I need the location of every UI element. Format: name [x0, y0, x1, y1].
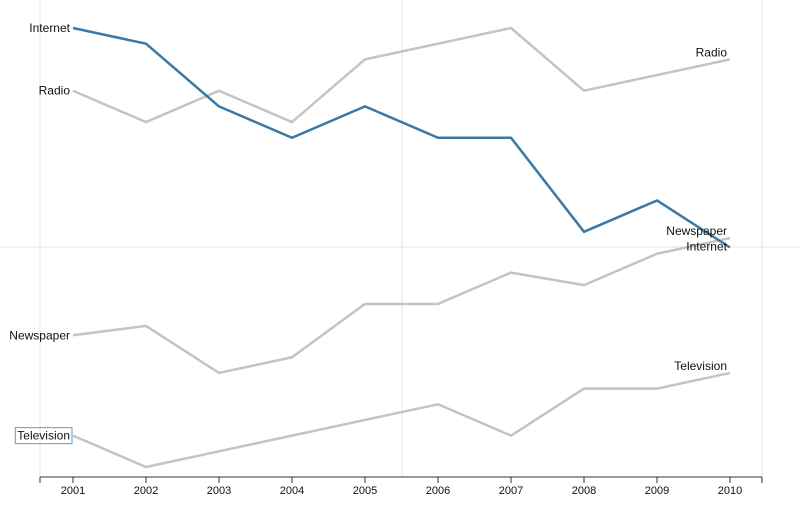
x-tick-label: 2003: [207, 485, 231, 497]
series-line-radio: [72, 26, 731, 124]
series-line-internet: [72, 26, 731, 249]
series-label-radio-start: Radio: [39, 84, 71, 98]
series-label-internet-end: Internet: [686, 240, 727, 254]
series-label-internet-start: Internet: [29, 21, 70, 35]
series-line-newspaper: [72, 236, 731, 375]
x-tick-label: 2006: [426, 485, 450, 497]
series-label-television-end: Television: [674, 359, 727, 373]
x-tick-label: 2005: [353, 485, 377, 497]
x-tick-label: 2009: [645, 485, 669, 497]
series-label-radio-end: Radio: [696, 45, 728, 59]
x-tick-label: 2002: [134, 485, 158, 497]
x-tick-label: 2001: [61, 485, 85, 497]
x-tick-label: 2004: [280, 485, 304, 497]
series-label-newspaper-end: Newspaper: [666, 224, 727, 238]
series-label-television-start: Television: [17, 429, 70, 443]
label-focus-box: [14, 427, 73, 445]
x-tick-label: 2008: [572, 485, 596, 497]
series-label-newspaper-start: Newspaper: [9, 328, 70, 342]
x-tick-label: 2010: [718, 485, 742, 497]
x-tick-label: 2007: [499, 485, 523, 497]
series-line-television: [72, 371, 731, 469]
